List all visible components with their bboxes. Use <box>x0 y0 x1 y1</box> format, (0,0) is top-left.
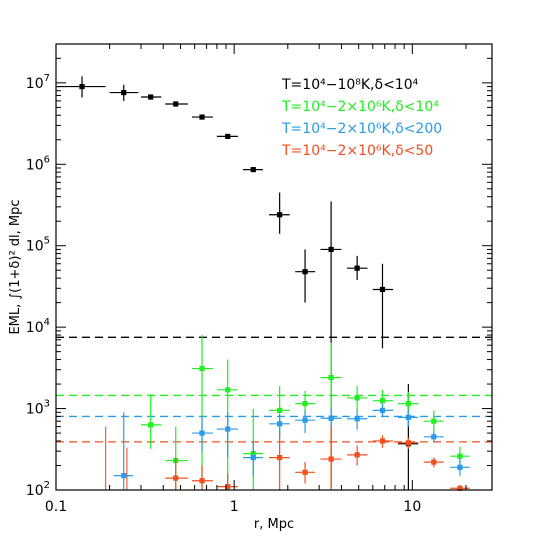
y-tick-mantissa: 10 <box>26 76 44 92</box>
legend-entry-2: T=10⁴−2×10⁶K,δ<200 <box>281 121 442 137</box>
point-1-11 <box>431 418 437 424</box>
y-tick-label: 105 <box>26 236 50 255</box>
point-2-3 <box>250 454 256 461</box>
y-tick-exponent: 6 <box>44 154 50 165</box>
y-tick-mantissa: 10 <box>26 402 44 418</box>
point-3-8 <box>405 440 411 446</box>
data-series <box>56 76 470 491</box>
point-0-9 <box>328 246 334 253</box>
axis-ticks <box>55 43 492 491</box>
point-0-2 <box>148 94 154 100</box>
x-tick-label: 10 <box>403 499 421 515</box>
y-tick-mantissa: 10 <box>26 157 44 173</box>
point-3-9 <box>431 459 437 465</box>
point-0-0 <box>79 83 85 90</box>
point-3-4 <box>302 469 308 475</box>
point-1-12 <box>457 453 463 459</box>
point-2-9 <box>405 414 411 420</box>
error-spikes <box>105 426 128 490</box>
legend-entry-3: T=10⁴−2×10⁶K,δ<50 <box>281 143 433 159</box>
y-tick-label: 104 <box>26 317 50 336</box>
y-axis-label: EML, ∫(1+δ)² dl, Mpc <box>8 199 23 334</box>
plot-frame <box>55 43 493 491</box>
point-0-8 <box>302 269 308 275</box>
point-0-11 <box>379 286 386 293</box>
point-0-3 <box>173 101 179 107</box>
point-1-5 <box>277 407 283 413</box>
point-2-4 <box>277 421 283 427</box>
y-tick-exponent: 3 <box>44 399 50 410</box>
y-tick-exponent: 2 <box>44 480 50 491</box>
x-axis-label: r, Mpc <box>254 517 294 532</box>
y-tick-label: 102 <box>26 480 50 499</box>
threshold-lines <box>56 336 492 443</box>
y-tick-label: 103 <box>26 399 50 418</box>
point-1-8 <box>354 395 360 401</box>
point-2-1 <box>199 430 205 436</box>
point-0-1 <box>121 89 127 96</box>
point-2-0 <box>121 473 127 479</box>
point-2-8 <box>379 407 386 413</box>
x-tick-labels: 0.1 1 10 <box>45 499 421 515</box>
point-0-5 <box>225 133 231 139</box>
point-1-6 <box>302 401 308 407</box>
legend-entry-0: T=10⁴−10⁸K,δ<10⁴ <box>281 77 419 93</box>
point-3-5 <box>328 456 334 462</box>
point-0-4 <box>199 114 205 120</box>
point-3-1 <box>199 478 205 484</box>
point-3-2 <box>225 484 231 490</box>
point-1-2 <box>199 365 205 372</box>
point-3-0 <box>173 475 179 481</box>
legend-entry-1: T=10⁴−2×10⁶K,δ<10⁴ <box>281 99 439 115</box>
y-tick-label: 107 <box>26 73 50 92</box>
legend: T=10⁴−10⁸K,δ<10⁴ T=10⁴−2×10⁶K,δ<10⁴ T=10⁴−… <box>281 77 442 159</box>
y-tick-exponent: 5 <box>44 236 50 247</box>
y-tick-label: 106 <box>26 154 50 173</box>
point-3-7 <box>379 438 386 444</box>
point-3-6 <box>354 452 360 458</box>
point-1-0 <box>148 422 154 428</box>
point-3-10 <box>457 485 463 491</box>
point-3-3 <box>277 454 283 461</box>
y-tick-mantissa: 10 <box>26 483 44 499</box>
point-0-7 <box>277 212 283 218</box>
point-1-10 <box>405 401 411 407</box>
point-2-2 <box>225 426 231 432</box>
y-tick-mantissa: 10 <box>26 239 44 255</box>
point-0-10 <box>354 265 360 271</box>
point-2-7 <box>354 416 360 422</box>
series-0 <box>56 76 419 490</box>
point-2-11 <box>457 464 463 470</box>
y-tick-mantissa: 10 <box>26 320 44 336</box>
point-1-7 <box>328 375 334 381</box>
point-2-10 <box>431 434 437 440</box>
y-tick-exponent: 4 <box>44 317 50 328</box>
point-0-6 <box>250 167 256 173</box>
x-tick-label: 0.1 <box>45 499 67 515</box>
point-2-5 <box>302 417 308 423</box>
point-1-3 <box>225 387 231 393</box>
point-2-6 <box>328 415 334 421</box>
x-tick-label: 1 <box>230 499 239 515</box>
y-tick-exponent: 7 <box>44 73 50 84</box>
point-1-9 <box>379 398 386 404</box>
series-3 <box>165 426 470 491</box>
